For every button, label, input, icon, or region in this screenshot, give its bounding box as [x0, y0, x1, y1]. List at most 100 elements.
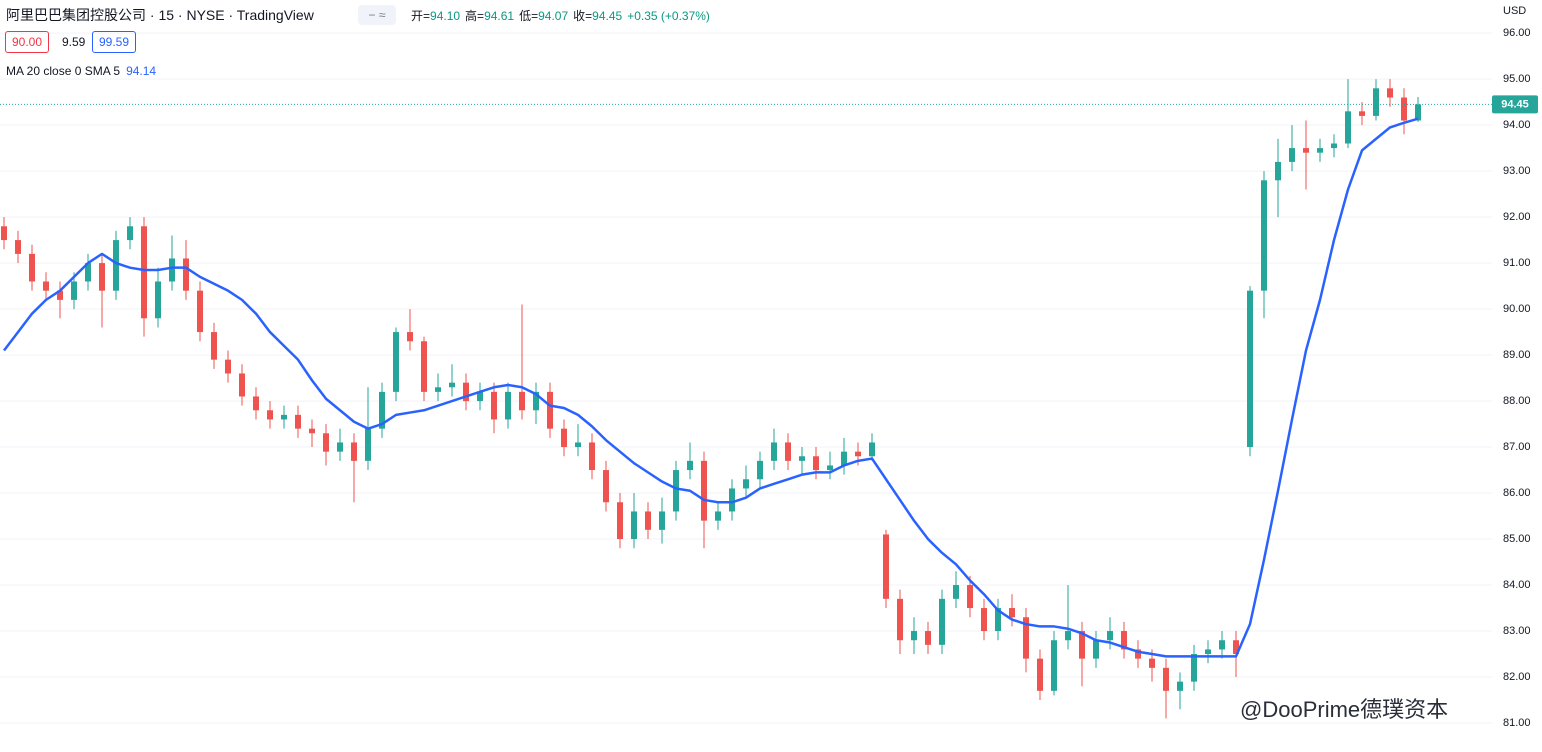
price-change: +0.35 (+0.37%): [627, 9, 710, 23]
y-tick-label: 90.00: [1503, 303, 1531, 315]
candle-body: [295, 414, 301, 429]
candle-body: [99, 263, 105, 291]
candle-body: [71, 281, 77, 300]
candle-body: [1177, 681, 1183, 691]
y-tick-label: 85.00: [1503, 533, 1531, 545]
candle-body: [365, 428, 371, 461]
candle-body: [995, 608, 1001, 632]
candle-body: [841, 451, 847, 466]
candle-body: [869, 442, 875, 457]
ma-value: 94.14: [126, 64, 157, 78]
last-price-tag: [1492, 95, 1538, 114]
y-tick-label: 91.00: [1503, 257, 1531, 269]
candle-body: [1219, 640, 1225, 650]
candle-body: [113, 240, 119, 291]
candle-body: [729, 488, 735, 512]
candle-body: [967, 585, 973, 609]
candle-body: [421, 341, 427, 392]
price-axis: USD 81.00 82.00 83.00 84.00 85.00 86.00 87.00 8…: [1492, 5, 1538, 729]
candle-body: [477, 391, 483, 402]
candles: [1, 79, 1421, 719]
candle-body: [1163, 667, 1169, 691]
candle-body: [1247, 290, 1253, 448]
candle-body: [981, 608, 987, 632]
candle-body: [631, 511, 637, 540]
candle-body: [771, 442, 777, 461]
candle-body: [1051, 640, 1057, 691]
candle-body: [547, 391, 553, 429]
candle-body: [1, 226, 7, 241]
candle-body: [267, 410, 273, 420]
candle-body: [141, 226, 147, 319]
candle-body: [925, 631, 931, 645]
candle-body: [323, 433, 329, 452]
buy-button[interactable]: 99.59: [92, 31, 137, 53]
candle-body: [1275, 161, 1281, 181]
candle-body: [407, 332, 413, 342]
y-tick-label: 96.00: [1503, 27, 1531, 39]
indicator: [0, 103, 1492, 658]
candle-body: [687, 460, 693, 471]
sell-button[interactable]: 90.00: [5, 31, 50, 53]
candle-body: [1289, 148, 1295, 162]
candle-body: [29, 253, 35, 282]
candle-body: [659, 511, 665, 530]
candle-body: [449, 382, 455, 388]
candle-body: [645, 511, 651, 530]
candle-body: [197, 290, 203, 333]
candle-body: [1093, 640, 1099, 659]
candle-body: [701, 460, 707, 521]
candle-body: [897, 598, 903, 641]
y-tick-label: 87.00: [1503, 441, 1531, 453]
ohlc-value: 94.45: [592, 9, 623, 23]
candle-body: [1037, 658, 1043, 691]
candle-body: [813, 456, 819, 471]
ma-line: [3, 117, 1419, 658]
candle-body: [617, 502, 623, 540]
candle-body: [225, 359, 231, 374]
candle-body: [1205, 649, 1211, 655]
toggle-buttons[interactable]: − ≈: [358, 5, 396, 25]
candle-body: [1303, 148, 1309, 153]
candle-body: [1149, 658, 1155, 668]
spread: 9.59: [62, 35, 86, 49]
y-tick-label: 82.00: [1503, 671, 1531, 683]
watermark: @DooPrime德璞资本: [1240, 697, 1449, 722]
candle-body: [1107, 631, 1113, 641]
y-tick-label: 81.00: [1503, 717, 1531, 729]
candle-body: [435, 387, 441, 392]
candle-body: [673, 470, 679, 512]
candle-body: [589, 442, 595, 471]
candle-body: [1191, 654, 1197, 682]
candle-body: [715, 511, 721, 521]
ma-name: MA 20 close 0 SMA 5: [6, 64, 121, 78]
chart-title: 阿里巴巴集团控股公司 · 15 · NYSE · TradingView: [6, 7, 314, 23]
candle-body: [1331, 143, 1337, 149]
candle-body: [1387, 88, 1393, 98]
ohlc-value: 94.07: [538, 9, 569, 23]
candle-body: [561, 428, 567, 448]
candle-body: [309, 428, 315, 434]
candle-body: [1009, 608, 1015, 618]
candle-body: [1345, 111, 1351, 144]
candle-body: [743, 479, 749, 489]
candle-body: [911, 631, 917, 641]
ohlc-value: 94.61: [484, 9, 515, 23]
ohlc-label: 开=: [411, 9, 431, 23]
candle-body: [337, 442, 343, 452]
candle-body: [379, 391, 385, 429]
y-tick-label: 89.00: [1503, 349, 1531, 361]
candle-body: [183, 258, 189, 291]
candle-body: [1079, 631, 1085, 659]
candle-body: [603, 470, 609, 503]
candle-body: [85, 263, 91, 282]
candle-body: [127, 226, 133, 241]
ohlc-label: 高=: [465, 9, 485, 23]
candle-body: [1401, 97, 1407, 121]
candle-body: [953, 585, 959, 599]
y-tick-label: 88.00: [1503, 395, 1531, 407]
ohlc-value: 94.10: [430, 9, 461, 23]
ma-legend: MA 20 close 0 SMA 5 94.14: [6, 64, 156, 78]
candle-body: [785, 442, 791, 461]
